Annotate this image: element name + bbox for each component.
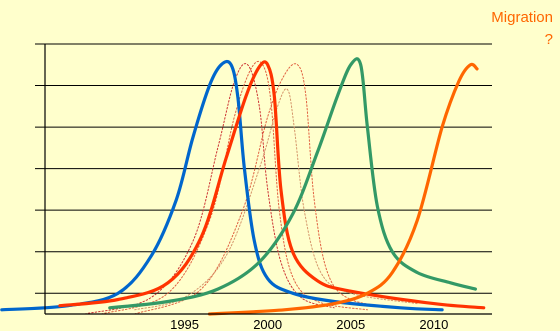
- series-line-1: [58, 60, 486, 310]
- annotation-migration: Migration: [491, 9, 553, 26]
- series-line-6: [134, 63, 402, 315]
- x-tick-label-2: 2005: [336, 317, 365, 331]
- x-tick-label-1: 2000: [253, 317, 282, 331]
- gridlines: [35, 43, 492, 294]
- series-line-0: [0, 59, 444, 312]
- series-line-5: [101, 60, 368, 315]
- series-line-3: [207, 62, 479, 316]
- series-line-2: [108, 57, 477, 310]
- series-lines: [0, 57, 486, 316]
- x-tick-label-3: 2010: [419, 317, 448, 331]
- annotation-question-mark: ?: [545, 31, 553, 48]
- x-tick-labels: 1995 2000 2005 2010: [170, 317, 448, 331]
- series-line-7: [134, 88, 418, 311]
- x-tick-label-0: 1995: [170, 317, 199, 331]
- axes: [44, 44, 492, 315]
- series-line-4: [84, 63, 335, 315]
